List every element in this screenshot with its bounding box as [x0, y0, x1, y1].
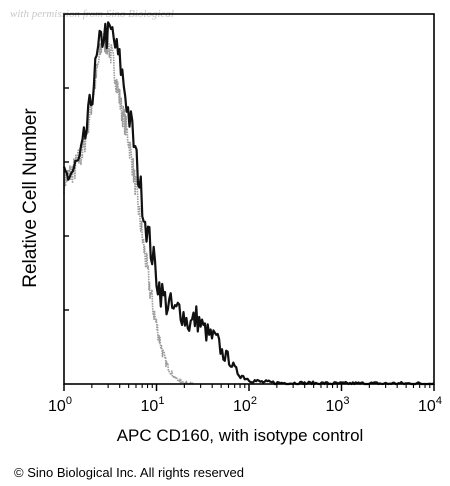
series-line-CD160: [62, 21, 435, 386]
x-axis-label: APC CD160, with isotype control: [117, 426, 364, 445]
y-axis-label: Relative Cell Number: [20, 108, 41, 288]
x-tick-label: 102: [233, 395, 257, 415]
x-tick-label: 104: [418, 395, 442, 415]
axes-layer: [63, 13, 435, 385]
plot-frame: [63, 13, 435, 385]
x-tick-label: 103: [326, 395, 350, 415]
x-tick-label: 100: [48, 395, 72, 415]
series-layer: [62, 21, 435, 386]
series-line-isotype-control: [63, 29, 194, 385]
x-tick-label: 101: [141, 395, 165, 415]
copyright-text: © Sino Biological Inc. All rights reserv…: [14, 465, 244, 480]
ticks-layer: 100 101 102 103 104: [48, 87, 442, 415]
